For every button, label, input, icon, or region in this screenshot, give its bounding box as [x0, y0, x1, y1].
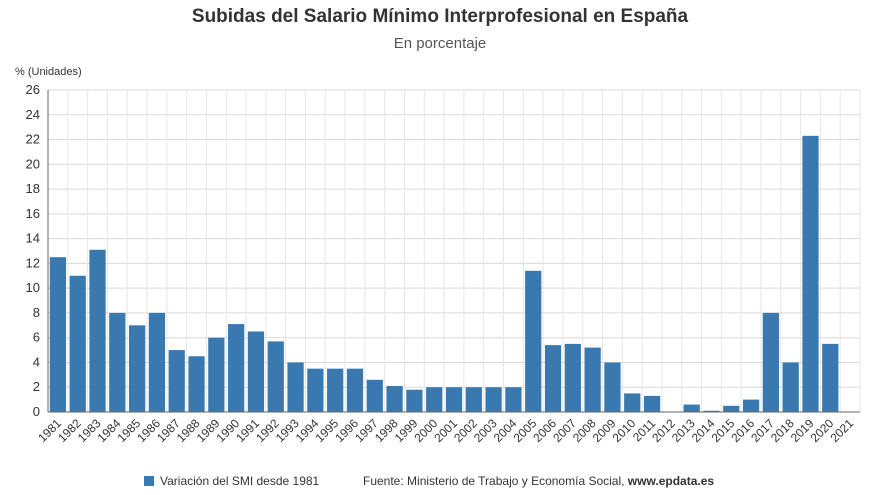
- y-tick-label: 6: [33, 330, 40, 345]
- bar: [327, 368, 344, 412]
- bar: [782, 362, 799, 412]
- bar: [723, 405, 740, 412]
- bar: [426, 387, 443, 412]
- bar: [742, 399, 760, 412]
- bar: [822, 343, 839, 412]
- bar: [307, 368, 324, 412]
- source-site: www.epdata.es: [627, 474, 715, 488]
- x-tick-label: 2021: [827, 416, 856, 445]
- bar: [485, 387, 502, 412]
- y-tick-label: 12: [26, 255, 40, 270]
- bar-chart: 0246810121416182022242619811982198319841…: [26, 82, 861, 445]
- bar: [584, 347, 601, 412]
- bar: [89, 249, 106, 412]
- bar: [525, 270, 542, 412]
- bar: [247, 331, 265, 412]
- bar: [406, 389, 423, 412]
- y-tick-label: 24: [26, 107, 40, 122]
- source-note: Fuente: Ministerio de Trabajo y Economía…: [363, 474, 714, 488]
- bar: [366, 379, 383, 412]
- legend: Variación del SMI desde 1981: [144, 474, 319, 488]
- y-tick-label: 0: [33, 404, 40, 419]
- bar: [188, 356, 205, 412]
- bar: [129, 325, 146, 412]
- bar: [109, 312, 126, 412]
- bar: [267, 341, 284, 412]
- bar: [703, 410, 720, 412]
- y-tick-label: 18: [26, 181, 40, 196]
- y-tick-label: 8: [33, 305, 40, 320]
- bar: [346, 368, 364, 412]
- y-tick-label: 2: [33, 379, 40, 394]
- bar: [69, 275, 86, 412]
- bar: [683, 404, 700, 412]
- bar: [49, 257, 67, 412]
- legend-swatch: [144, 476, 154, 486]
- bar: [544, 345, 562, 412]
- bar: [287, 362, 304, 412]
- bar: [604, 362, 621, 412]
- bar: [564, 343, 581, 412]
- chart-title: Subidas del Salario Mínimo Interprofesio…: [191, 6, 689, 27]
- bar: [762, 312, 779, 412]
- bar: [643, 395, 661, 412]
- chart-subtitle: En porcentaje: [393, 35, 487, 52]
- bar: [465, 387, 482, 412]
- y-tick-label: 22: [26, 132, 40, 147]
- bar: [148, 312, 166, 412]
- legend-label: Variación del SMI desde 1981: [160, 474, 320, 488]
- y-tick-label: 4: [33, 354, 40, 369]
- y-axis-label: % (Unidades): [15, 66, 82, 78]
- y-tick-label: 14: [26, 231, 40, 246]
- chart-footer: Variación del SMI desde 1981 Fuente: Min…: [0, 474, 880, 492]
- y-tick-label: 10: [26, 280, 40, 295]
- bar: [505, 387, 522, 412]
- bar: [624, 393, 641, 412]
- bar: [168, 350, 185, 412]
- bar: [445, 387, 463, 412]
- y-tick-label: 20: [26, 156, 40, 171]
- y-tick-label: 16: [26, 206, 40, 221]
- y-tick-label: 26: [26, 82, 40, 97]
- bar: [228, 324, 245, 412]
- bar: [802, 135, 819, 413]
- bar: [386, 385, 403, 412]
- bar: [208, 337, 225, 412]
- source-prefix: Fuente: Ministerio de Trabajo y Economía…: [363, 474, 628, 488]
